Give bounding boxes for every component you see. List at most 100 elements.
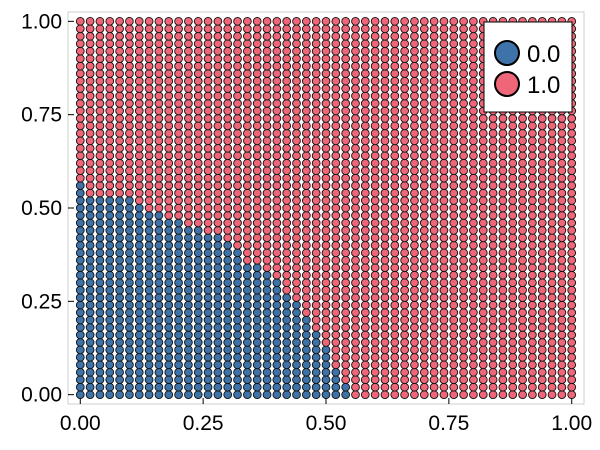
- point-class-1: [223, 136, 233, 146]
- point-class-0: [203, 233, 213, 243]
- point-class-1: [203, 136, 213, 146]
- point-class-1: [478, 390, 488, 400]
- point-class-1: [233, 69, 242, 78]
- point-class-1: [311, 315, 321, 325]
- point-class-1: [410, 345, 419, 355]
- point-class-1: [223, 106, 233, 116]
- point-class-1: [292, 173, 301, 183]
- point-class-1: [223, 166, 233, 176]
- point-class-1: [508, 293, 518, 302]
- point-class-1: [528, 181, 537, 190]
- point-class-1: [537, 151, 547, 161]
- point-class-0: [115, 263, 124, 273]
- point-class-1: [115, 128, 124, 138]
- point-class-1: [115, 188, 124, 198]
- point-class-1: [105, 151, 115, 161]
- point-class-0: [193, 300, 203, 310]
- point-class-1: [144, 54, 154, 64]
- point-class-1: [469, 345, 478, 355]
- point-class-1: [459, 121, 468, 131]
- point-class-0: [203, 390, 213, 400]
- point-class-1: [193, 16, 203, 26]
- point-class-0: [115, 375, 124, 385]
- point-class-1: [301, 203, 311, 213]
- point-class-0: [154, 367, 164, 377]
- point-class-1: [469, 390, 478, 400]
- point-class-1: [292, 31, 301, 41]
- point-class-1: [370, 69, 380, 78]
- point-class-1: [321, 24, 331, 34]
- point-class-1: [498, 203, 508, 213]
- point-class-1: [419, 270, 429, 280]
- point-class-0: [174, 345, 183, 355]
- point-class-0: [321, 382, 331, 392]
- point-class-0: [134, 211, 144, 220]
- point-class-0: [321, 390, 331, 400]
- point-class-1: [203, 226, 213, 235]
- point-class-1: [311, 16, 321, 26]
- point-class-1: [380, 16, 390, 26]
- point-class-1: [184, 46, 193, 56]
- point-class-1: [429, 263, 439, 273]
- x-tick-label: 0.00: [60, 412, 101, 435]
- point-class-0: [233, 352, 242, 362]
- point-class-1: [341, 46, 351, 56]
- point-class-1: [125, 31, 134, 41]
- point-class-1: [154, 114, 164, 123]
- point-class-0: [174, 315, 183, 325]
- point-class-1: [410, 226, 419, 235]
- point-class-1: [429, 136, 439, 146]
- point-class-1: [301, 226, 311, 235]
- point-class-0: [105, 352, 115, 362]
- point-class-1: [429, 315, 439, 325]
- point-class-1: [341, 31, 351, 41]
- point-class-0: [262, 330, 272, 340]
- point-class-1: [459, 114, 468, 123]
- point-class-1: [341, 114, 351, 123]
- point-class-1: [144, 61, 154, 71]
- point-class-0: [144, 315, 154, 325]
- point-class-1: [498, 367, 508, 377]
- point-class-1: [262, 106, 272, 116]
- point-class-1: [233, 143, 242, 153]
- point-class-1: [154, 31, 164, 41]
- point-class-1: [233, 166, 242, 176]
- point-class-1: [193, 39, 203, 49]
- point-class-1: [223, 151, 233, 161]
- point-class-1: [498, 330, 508, 340]
- point-class-1: [449, 330, 459, 340]
- point-class-0: [75, 345, 85, 355]
- point-class-1: [380, 345, 390, 355]
- point-class-1: [390, 31, 400, 41]
- point-class-1: [547, 188, 557, 198]
- point-class-1: [439, 114, 449, 123]
- point-class-1: [301, 39, 311, 49]
- point-class-1: [174, 136, 183, 146]
- point-class-0: [105, 308, 115, 317]
- point-class-0: [115, 278, 124, 288]
- point-class-1: [449, 136, 459, 146]
- point-class-1: [321, 293, 331, 302]
- point-class-1: [85, 46, 95, 56]
- point-class-1: [321, 151, 331, 161]
- point-class-1: [419, 233, 429, 243]
- point-class-1: [341, 218, 351, 228]
- point-class-1: [360, 196, 370, 205]
- point-class-1: [331, 270, 341, 280]
- point-class-1: [449, 54, 459, 64]
- point-class-1: [115, 166, 124, 176]
- point-class-1: [380, 218, 390, 228]
- point-class-1: [272, 54, 282, 64]
- point-class-1: [95, 114, 105, 123]
- point-class-1: [321, 106, 331, 116]
- point-class-1: [351, 173, 360, 183]
- point-class-0: [252, 390, 262, 400]
- point-class-0: [203, 255, 213, 265]
- point-class-1: [243, 211, 252, 220]
- point-class-1: [360, 181, 370, 190]
- point-class-1: [518, 143, 527, 153]
- point-class-1: [547, 285, 557, 295]
- point-class-1: [478, 166, 488, 176]
- point-class-0: [203, 352, 213, 362]
- point-class-1: [370, 196, 380, 205]
